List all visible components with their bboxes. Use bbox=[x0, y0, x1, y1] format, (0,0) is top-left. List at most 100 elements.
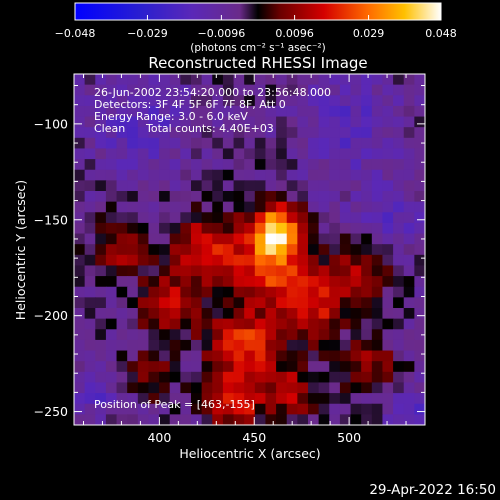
heatmap-cell bbox=[222, 403, 235, 415]
heatmap-cell bbox=[286, 180, 298, 192]
heatmap-cell bbox=[127, 127, 139, 139]
heatmap-cell bbox=[74, 159, 86, 171]
heatmap-cell bbox=[201, 169, 213, 181]
heatmap-cell bbox=[382, 297, 394, 309]
heatmap-cell bbox=[276, 329, 288, 341]
y-axis: −100 −150 −200 −250 bbox=[34, 85, 425, 419]
heatmap-cell bbox=[84, 95, 96, 107]
heatmap-cell bbox=[180, 105, 192, 118]
heatmap-cell bbox=[403, 201, 415, 213]
heatmap-cell bbox=[137, 297, 150, 309]
heatmap-cell bbox=[276, 222, 288, 235]
heatmap-cell bbox=[244, 95, 256, 107]
heatmap-cell bbox=[127, 382, 139, 394]
heatmap-cell bbox=[286, 84, 298, 96]
heatmap-cell bbox=[180, 212, 192, 224]
heatmap-cell bbox=[286, 191, 298, 203]
heatmap-cell bbox=[265, 191, 277, 203]
heatmap-cell bbox=[169, 180, 181, 192]
heatmap-cell bbox=[137, 254, 150, 267]
heatmap-cell bbox=[308, 318, 320, 330]
heatmap-cell bbox=[233, 393, 245, 405]
heatmap-cell bbox=[318, 212, 330, 224]
heatmap-cell bbox=[297, 318, 309, 330]
heatmap-cell bbox=[137, 244, 150, 256]
heatmap-cell bbox=[191, 308, 203, 320]
heatmap-cell bbox=[169, 393, 181, 405]
heatmap-cell bbox=[318, 265, 330, 277]
heatmap-cell bbox=[286, 361, 298, 373]
heatmap-cell bbox=[222, 233, 235, 245]
heatmap-cell bbox=[339, 382, 352, 394]
heatmap-cell bbox=[127, 308, 139, 320]
heatmap-cell bbox=[159, 286, 171, 298]
heatmap-cell bbox=[137, 222, 150, 235]
heatmap-cell bbox=[137, 414, 150, 425]
heatmap-cell bbox=[105, 180, 118, 192]
heatmap-cell bbox=[222, 393, 235, 405]
heatmap-cell bbox=[297, 286, 309, 298]
heatmap-cell bbox=[339, 169, 352, 181]
heatmap-cell bbox=[95, 159, 107, 171]
heatmap-cell bbox=[169, 116, 181, 128]
heatmap-cell bbox=[382, 212, 394, 224]
heatmap-cell bbox=[116, 180, 128, 192]
heatmap-cell bbox=[212, 127, 224, 139]
heatmap-cell bbox=[212, 382, 224, 394]
heatmap-cell bbox=[414, 350, 425, 362]
heatmap-cell bbox=[350, 297, 362, 309]
heatmap-cell bbox=[350, 350, 362, 362]
heatmap-cell bbox=[137, 371, 150, 384]
heatmap-cell bbox=[222, 159, 235, 171]
colorbar-tick-label: 0.029 bbox=[353, 27, 385, 40]
heatmap-cell bbox=[286, 286, 298, 298]
heatmap-cell bbox=[254, 137, 267, 150]
heatmap-cell bbox=[403, 159, 415, 171]
heatmap-cell bbox=[361, 286, 373, 298]
heatmap-cell bbox=[180, 297, 192, 309]
heatmap-cell bbox=[127, 201, 139, 213]
heatmap-cell bbox=[233, 137, 245, 150]
heatmap-cell bbox=[414, 180, 425, 192]
heatmap-cell bbox=[254, 95, 267, 107]
heatmap-cell bbox=[84, 105, 96, 118]
y-tick-label: −200 bbox=[34, 308, 68, 323]
heatmap-cell bbox=[74, 148, 86, 160]
heatmap-cell bbox=[265, 233, 277, 245]
heatmap-cell bbox=[169, 74, 181, 86]
heatmap-cell bbox=[127, 159, 139, 171]
heatmap-cell bbox=[233, 371, 245, 384]
heatmap-cell bbox=[286, 222, 298, 235]
heatmap-cell bbox=[254, 159, 267, 171]
heatmap-cell bbox=[222, 254, 235, 267]
heatmap-cell bbox=[382, 127, 394, 139]
heatmap-cell bbox=[169, 350, 181, 362]
heatmap-cell bbox=[286, 233, 298, 245]
heatmap-cell bbox=[105, 318, 118, 330]
heatmap-cell bbox=[414, 84, 425, 96]
heatmap-cell bbox=[350, 84, 362, 96]
heatmap-cell bbox=[339, 308, 352, 320]
annotation-energy-range: Energy Range: 3.0 - 6.0 keV bbox=[94, 110, 248, 123]
heatmap-cell bbox=[265, 254, 277, 267]
heatmap-cell bbox=[265, 95, 277, 107]
heatmap-cell bbox=[201, 180, 213, 192]
heatmap-cell bbox=[148, 382, 160, 394]
heatmap-cell bbox=[297, 297, 309, 309]
heatmap-cell bbox=[127, 297, 139, 309]
heatmap-cell bbox=[371, 350, 384, 362]
heatmap-cell bbox=[116, 339, 128, 352]
heatmap-cell bbox=[169, 286, 181, 298]
heatmap-cell bbox=[127, 286, 139, 298]
heatmap-cell bbox=[371, 382, 384, 394]
heatmap-cell bbox=[329, 244, 341, 256]
heatmap-cell bbox=[382, 244, 394, 256]
heatmap-cell bbox=[382, 329, 394, 341]
heatmap-cell bbox=[84, 382, 96, 394]
heatmap-cell bbox=[350, 74, 362, 86]
heatmap-cell bbox=[393, 286, 405, 298]
heatmap-cell bbox=[265, 137, 277, 150]
heatmap-cell bbox=[74, 339, 86, 352]
heatmap-cell bbox=[382, 105, 394, 118]
heatmap-cell bbox=[371, 339, 384, 352]
